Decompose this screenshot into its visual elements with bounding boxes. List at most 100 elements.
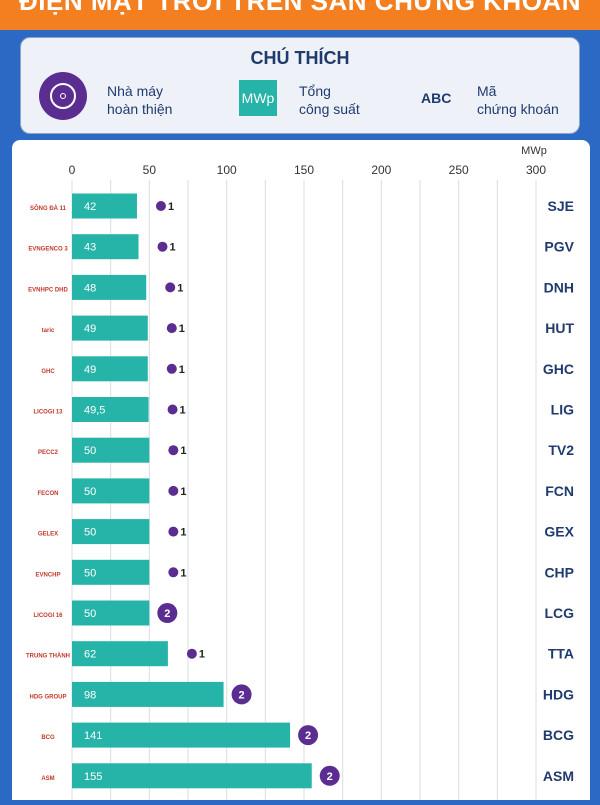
plant-count: 1 [180,405,186,417]
company-logo: BCG [41,735,55,741]
stock-code-label: TTA [548,646,574,662]
legend-capacity-label: Tổng công suất [299,82,360,118]
company-logo: FECON [38,491,59,497]
stock-code-label: HDG [543,686,574,702]
plant-dot [168,445,179,456]
bar-value-label: 48 [84,282,96,294]
bar [72,722,291,748]
bar-value-label: 62 [84,649,96,661]
legend-code-label: Mã chứng khoán [477,82,559,118]
company-logo: SÔNG ĐÀ 11 [30,204,67,212]
header-banner: ĐIỆN MẶT TRỜI TRÊN SÀN CHỨNG KHOÁN [0,0,600,30]
stock-code-label: BCG [543,727,574,743]
bar [72,315,148,341]
x-tick-label: 200 [371,163,391,177]
bar-value-label: 50 [84,445,96,457]
plant-icon-dot [60,93,66,99]
plant-dot [166,323,177,334]
stock-code-label: SJE [548,198,574,214]
bar [72,763,312,789]
x-tick-label: 0 [69,163,76,177]
x-tick-label: 300 [526,163,546,177]
page-title: ĐIỆN MẶT TRỜI TRÊN SÀN CHỨNG KHOÁN [19,0,581,16]
bar [72,193,137,219]
stock-code-label: ASM [543,768,574,784]
plant-count: 1 [179,364,185,376]
plant-dot [298,725,319,746]
company-logo: TRUNG THÀNH [26,653,70,660]
bar-value-label: 155 [84,771,102,783]
x-unit-label: MWp [521,145,547,157]
plant-icon-ring [50,83,76,109]
plant-dot [166,363,177,374]
bar [72,681,224,707]
plant-dot [167,404,178,415]
stock-code-label: GHC [543,361,574,377]
bar-value-label: 43 [84,242,96,254]
bar-value-label: 98 [84,689,96,701]
plant-dot [168,526,179,537]
bar-value-label: 50 [84,527,96,539]
plant-count: 2 [305,730,311,742]
plant-dot [155,201,166,211]
plant-dot [168,567,179,578]
bar [72,559,150,585]
bar-value-label: 50 [84,608,96,620]
plant-dot [186,648,197,659]
stock-code-label: DNH [544,279,574,295]
company-logo: EVNGENCO 3 [28,247,68,253]
stock-code-label: GEX [544,524,574,540]
bar [72,641,168,667]
x-tick-label: 50 [143,163,157,177]
plant-dot [319,765,340,786]
bar [72,234,139,260]
x-tick-label: 150 [294,163,314,177]
bar-value-label: 49 [84,364,96,376]
chart-area: 0 50 100 150 200 250 300 MWp SÔNG ĐÀ 11 42 1 SJE EVN… [12,140,590,800]
plant-count: 1 [180,486,186,498]
plant-dot [231,684,252,705]
bar [72,600,150,626]
legend-plant-label: Nhà máy hoàn thiện [107,82,172,118]
legend-capacity-line2: công suất [299,101,360,117]
company-logo: taric [42,328,55,334]
plant-count: 2 [164,608,170,620]
plant-count: 1 [177,282,183,294]
company-logo: HDG GROUP [29,694,66,700]
legend-title: CHÚ THÍCH [250,48,350,68]
legend-plant-line2: hoàn thiện [107,101,173,117]
plant-count: 1 [180,567,186,579]
bar [72,519,150,545]
stock-code-label: CHP [544,564,574,580]
stock-code-label: FCN [545,483,574,499]
plant-count: 1 [199,649,205,661]
bar-value-label: 49,5 [84,405,105,417]
plant-dot [168,485,179,496]
legend-code-line1: Mã [477,83,497,99]
plant-icon [39,72,87,120]
company-logo: LICOGI 16 [33,613,63,619]
legend-panel: CHÚ THÍCH Nhà máy hoàn thiện MWp Tổng cô… [20,37,580,134]
bar-value-label: 49 [84,323,96,335]
bar [72,397,149,422]
legend-code-example: ABC [421,90,452,106]
x-tick-label: 100 [217,163,237,177]
bar [72,356,148,382]
stock-code-label: LCG [544,605,574,621]
company-logo: ASM [41,776,54,782]
legend-code-line2: chứng khoán [477,101,559,117]
bar [72,437,150,463]
bar [72,274,147,300]
plant-count: 1 [180,527,186,539]
plant-dot [165,282,176,293]
company-logo: LICOGI 13 [33,410,63,416]
bar-value-label: 50 [84,567,96,579]
company-logo: PECC2 [38,450,59,456]
stock-code-label: TV2 [548,442,574,458]
bar-value-label: 50 [84,486,96,498]
stock-code-label: LIG [551,402,574,418]
stock-code-label: HUT [545,320,574,336]
legend-plant-line1: Nhà máy [107,83,164,99]
plant-dot [157,241,168,252]
